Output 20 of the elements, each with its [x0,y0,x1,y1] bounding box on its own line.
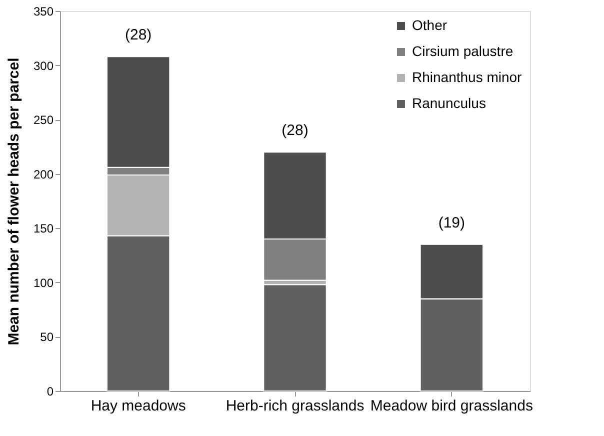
legend-label: Cirsium palustre [412,43,514,59]
x-tick-label: Meadow bird grasslands [370,398,533,414]
y-tick-label: 250 [33,113,54,128]
y-axis-title: Mean number of flower heads per parcel [5,58,22,346]
annotation: (19) [438,214,466,232]
y-tick-label: 0 [46,384,54,398]
legend-label: Other [412,17,448,33]
x-tick-label: Hay meadows [90,398,186,414]
legend-label: Rhinanthus minor [412,69,522,85]
y-tick-label: 200 [33,167,54,182]
annotation: (28) [124,26,152,44]
y-tick-label: 300 [33,58,54,73]
legend-label: Ranunculus [412,95,486,111]
y-tick-label: 150 [33,222,54,236]
y-tick-label: 100 [33,276,54,290]
x-tick-label: Herb-rich grasslands [226,398,364,414]
y-tick-label: 350 [33,4,54,18]
annotation: (28) [282,122,308,140]
bar [263,284,327,392]
y-tick-label: 50 [40,330,54,344]
